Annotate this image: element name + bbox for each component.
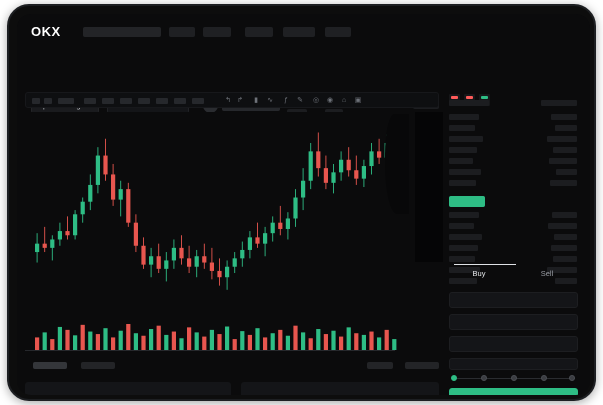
order-amount-input[interactable]: [449, 314, 578, 330]
order-book-row[interactable]: [449, 256, 475, 262]
slider-node-100[interactable]: [569, 375, 575, 381]
slider-node-75[interactable]: [541, 375, 547, 381]
nav-item-4[interactable]: [283, 27, 315, 37]
app-screen: OKX Spot Trading: [17, 14, 590, 395]
order-book-row-amount[interactable]: [556, 169, 577, 175]
order-book-header: [449, 100, 489, 106]
order-book-row[interactable]: [449, 136, 483, 142]
tab-order-history[interactable]: [81, 362, 115, 369]
ask-bar: [466, 96, 473, 99]
orders-panel-left: [25, 382, 231, 395]
tab-open-orders[interactable]: [33, 362, 67, 369]
order-book-row-amount[interactable]: [550, 180, 577, 186]
toolbar-timeframe-10[interactable]: [192, 98, 204, 104]
nav-item-5[interactable]: [325, 27, 351, 37]
order-book-row-amount[interactable]: [553, 256, 577, 262]
chart-overlay-shadow: [415, 112, 443, 262]
order-book-row[interactable]: [449, 234, 482, 240]
order-book-row-amount[interactable]: [552, 212, 577, 218]
order-book-row-amount[interactable]: [548, 223, 577, 229]
top-navigation-bar: OKX: [17, 14, 590, 47]
okx-logo[interactable]: OKX: [31, 24, 61, 39]
order-price-input[interactable]: [449, 292, 578, 308]
order-book-row-amount[interactable]: [547, 267, 577, 273]
order-book-row[interactable]: [449, 125, 475, 131]
toolbar-timeframe-7[interactable]: [138, 98, 150, 104]
order-book-row[interactable]: [449, 114, 479, 120]
pencil-icon[interactable]: ✎: [297, 97, 303, 104]
slider-node-0[interactable]: [451, 375, 457, 381]
nav-item-2[interactable]: [203, 27, 231, 37]
toolbar-timeframe-5[interactable]: [102, 98, 114, 104]
camera-icon[interactable]: ▣: [354, 97, 362, 104]
slider-node-50[interactable]: [511, 375, 517, 381]
toolbar-timeframe-9[interactable]: [174, 98, 186, 104]
market-header-bar: Spot Trading: [17, 47, 590, 116]
toolbar-timeframe-8[interactable]: [156, 98, 168, 104]
order-book-row[interactable]: [449, 180, 476, 186]
volume-chart: [25, 310, 439, 354]
order-book-row[interactable]: [449, 245, 478, 251]
place-buy-order-button[interactable]: [449, 388, 578, 395]
chart-toolbar[interactable]: ↰ ↱ ▮ ∿ ƒ ✎ ◎ ◉ ⌂ ▣: [25, 92, 439, 108]
candlestick-svg: [35, 130, 397, 290]
toolbar-timeframe-1[interactable]: [32, 98, 40, 104]
tab-buy[interactable]: Buy: [472, 269, 486, 278]
order-book-row-amount[interactable]: [551, 114, 577, 120]
nav-item-3[interactable]: [245, 27, 273, 37]
order-book-row-amount[interactable]: [555, 278, 577, 284]
order-book-row-amount[interactable]: [551, 245, 577, 251]
order-book-header-amount: [541, 100, 577, 106]
tab-funds[interactable]: [405, 362, 439, 369]
line-icon[interactable]: ∿: [267, 97, 273, 104]
toolbar-timeframe-3[interactable]: [58, 98, 74, 104]
order-book-row[interactable]: [449, 212, 479, 218]
candle-icon[interactable]: ▮: [254, 97, 258, 104]
order-book-row[interactable]: [449, 147, 477, 153]
trade-form-underline: [454, 264, 516, 265]
toolbar-timeframe-2[interactable]: [44, 98, 52, 104]
order-extra-input[interactable]: [449, 358, 578, 370]
nav-item-1[interactable]: [169, 27, 195, 37]
undo-icon[interactable]: ↰: [225, 97, 231, 104]
order-book-row-amount[interactable]: [553, 147, 577, 153]
toolbar-timeframe-4[interactable]: [84, 98, 96, 104]
nav-search-field[interactable]: [83, 27, 161, 37]
candlestick-chart[interactable]: [25, 112, 439, 312]
order-book-last-price: [449, 196, 485, 207]
order-book-row[interactable]: [449, 158, 473, 164]
indicator-icon[interactable]: ƒ: [284, 97, 288, 104]
order-book-row-amount[interactable]: [554, 234, 577, 240]
lock-icon[interactable]: ⌂: [341, 97, 347, 104]
orders-tabs[interactable]: [25, 358, 439, 374]
toolbar-timeframe-6[interactable]: [120, 98, 132, 104]
bid-bar: [481, 96, 488, 99]
tablet-device-frame: OKX Spot Trading: [7, 4, 596, 401]
orders-panel-right: [241, 382, 439, 395]
slider-node-25[interactable]: [481, 375, 487, 381]
tab-sell[interactable]: Sell: [540, 269, 554, 278]
trade-form-tabs[interactable]: Buy Sell: [445, 266, 582, 284]
order-total-input[interactable]: [449, 336, 578, 352]
order-book-row-amount[interactable]: [555, 125, 577, 131]
order-book-row[interactable]: [449, 169, 481, 175]
order-book-row[interactable]: [449, 267, 480, 273]
magnet-icon[interactable]: ◎: [312, 97, 320, 104]
chart-overlay-shadow-edge: [385, 114, 409, 214]
redo-icon[interactable]: ↱: [237, 97, 243, 104]
tab-trade-history[interactable]: [367, 362, 393, 369]
eye-icon[interactable]: ◉: [326, 97, 334, 104]
order-book-row-amount[interactable]: [547, 136, 577, 142]
order-book-row-amount[interactable]: [549, 158, 577, 164]
order-book-row[interactable]: [449, 278, 477, 284]
order-book-row[interactable]: [449, 223, 474, 229]
volume-svg: [25, 324, 397, 351]
ask-bar: [451, 96, 458, 99]
